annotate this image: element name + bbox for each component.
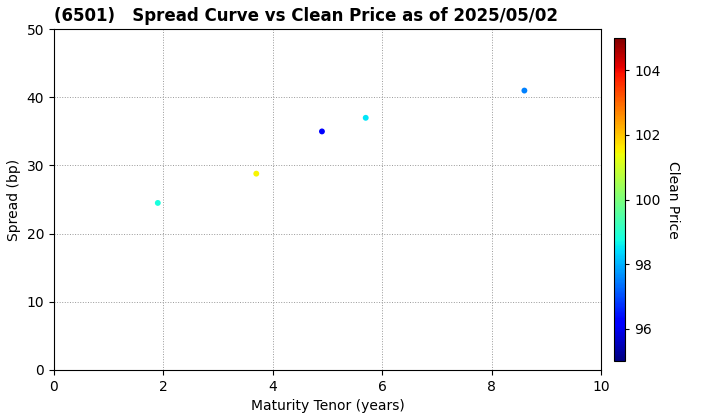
Text: (6501)   Spread Curve vs Clean Price as of 2025/05/02: (6501) Spread Curve vs Clean Price as of… [54, 7, 558, 25]
Point [360, 114, 372, 121]
Point [251, 170, 262, 177]
Point [152, 200, 163, 206]
Y-axis label: Clean Price: Clean Price [666, 161, 680, 239]
X-axis label: Maturity Tenor (years): Maturity Tenor (years) [251, 399, 405, 413]
Y-axis label: Spread (bp): Spread (bp) [7, 158, 21, 241]
Point [518, 87, 530, 94]
Point [316, 128, 328, 135]
